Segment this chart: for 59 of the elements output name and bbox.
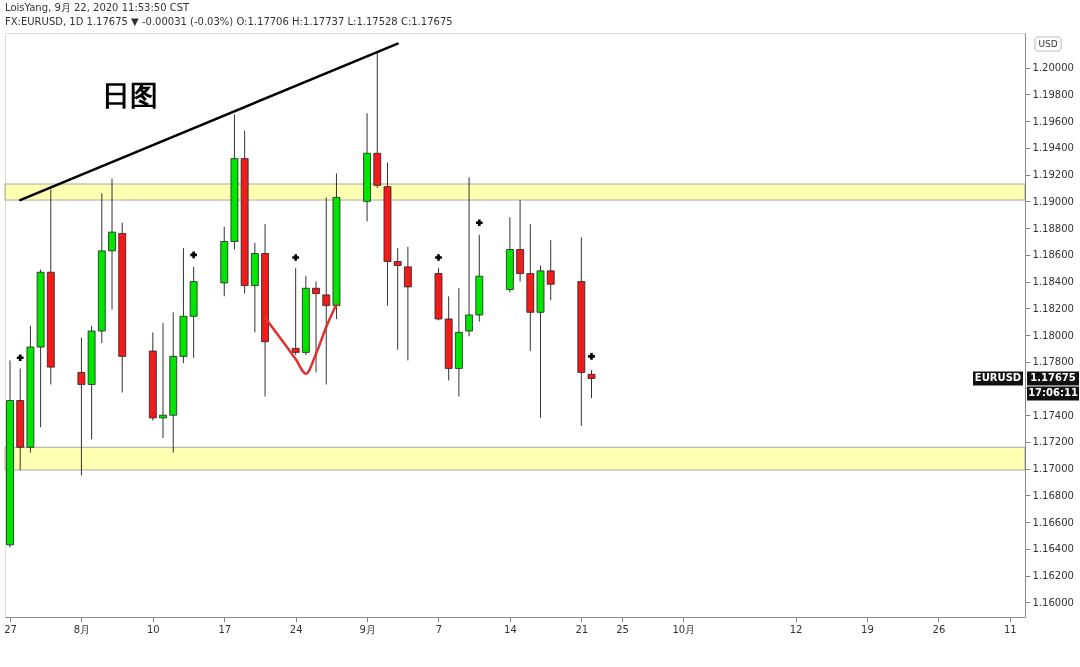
point — [588, 353, 595, 360]
text: FX:EURUSD, 1D 1.17675 ▼ -0.00031 (-0.03%) O:1.17706 H:1.17737 L:1.17528 C:1.17675 — [5, 16, 453, 27]
point — [292, 254, 300, 261]
x-tick-label: 9月 — [359, 623, 376, 635]
point — [435, 254, 442, 261]
x-tick-label: 10月 — [672, 623, 696, 635]
point — [190, 251, 197, 259]
candlestick — [322, 196, 331, 385]
y-tick-label: 1.17800 — [1032, 356, 1074, 368]
point — [475, 219, 483, 227]
text: USD — [1038, 39, 1058, 49]
y-tick-label: 1.18000 — [1032, 329, 1074, 341]
candlestick — [312, 281, 320, 373]
candlestick — [403, 246, 412, 361]
candlestick — [393, 247, 402, 351]
x-tick-label: 19 — [861, 623, 874, 635]
y-tick-label: 1.17200 — [1032, 436, 1074, 448]
x-tick-label: 21 — [575, 623, 589, 635]
text: 1.17675 — [1030, 372, 1076, 384]
x-tick-label: 12 — [789, 623, 803, 635]
annotation: EURUSD — [974, 372, 1022, 384]
y-tick-label: 1.19400 — [1032, 142, 1074, 154]
text: 日图 — [102, 79, 158, 112]
x-tick-label: 17 — [218, 623, 232, 635]
y-tick-label: 1.16800 — [1032, 489, 1074, 501]
y-tick-label: 1.18800 — [1032, 222, 1074, 234]
y-tick-label: 1.20000 — [1032, 62, 1074, 74]
y-tick-label: 1.16000 — [1032, 596, 1074, 608]
candlestick — [546, 239, 555, 301]
candlestick — [291, 267, 300, 356]
y-tick-label: 1.17000 — [1032, 463, 1074, 475]
y-tick-label: 1.19200 — [1032, 169, 1074, 181]
y-tick-label: 1.18200 — [1032, 302, 1074, 314]
x-tick-label: 8月 — [73, 623, 91, 635]
x-tick-label: 24 — [289, 623, 303, 635]
candlestick — [159, 322, 167, 439]
x-tick-label: 7 — [435, 623, 443, 635]
y-tick-label: 1.18600 — [1032, 249, 1074, 261]
y-tick-label: 1.18400 — [1032, 276, 1074, 288]
y-tick-label: 1.16200 — [1032, 570, 1074, 582]
y-tick-label: 1.17400 — [1032, 409, 1074, 421]
text: 17:06:11 — [1028, 387, 1078, 399]
point — [16, 354, 24, 362]
y-tick-label: 1.19600 — [1032, 115, 1074, 127]
x-tick-label: 25 — [616, 623, 629, 635]
y-tick-label: 1.16600 — [1032, 516, 1074, 528]
line-series — [263, 303, 338, 376]
x-tick-label: 26 — [932, 623, 946, 635]
x-tick-label: 27 — [4, 623, 17, 635]
x-tick-label: 14 — [504, 623, 517, 635]
text: LoisYang, 9月 22, 2020 11:53:50 CST — [5, 2, 191, 13]
y-tick-label: 1.16400 — [1032, 543, 1074, 555]
y-tick-label: 1.19800 — [1032, 88, 1074, 100]
candlestick — [108, 178, 116, 311]
x-tick-label: 10 — [146, 623, 160, 635]
candlestick — [587, 369, 596, 399]
candlestick — [465, 176, 473, 337]
y-tick-label: 1.19000 — [1032, 195, 1074, 207]
x-tick-label: 11 — [1003, 623, 1017, 635]
